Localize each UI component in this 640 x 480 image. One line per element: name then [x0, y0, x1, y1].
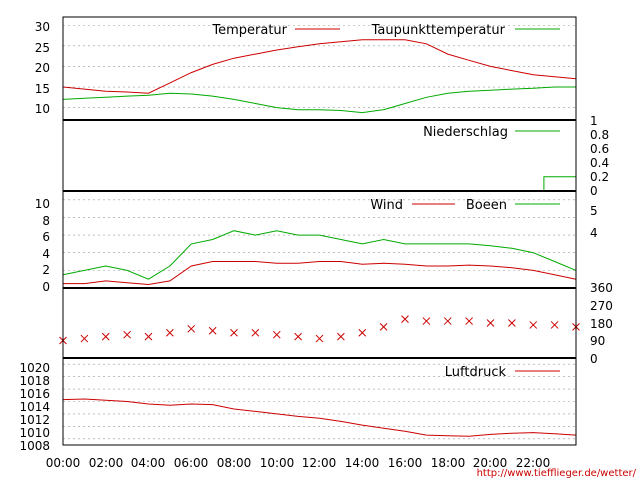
wind-direction-point — [508, 319, 516, 327]
legend-taupunkttemperatur: Taupunkttemperatur — [371, 23, 506, 38]
x-tick-label: 06:00 — [174, 456, 209, 470]
tick-label: 1010 — [19, 426, 50, 440]
tick-label: 1016 — [19, 387, 50, 401]
wind-direction-point — [80, 334, 89, 343]
tick-label: 5 — [590, 204, 598, 218]
x-tick-label: 04:00 — [131, 456, 166, 470]
wind-direction-point — [550, 321, 559, 329]
tick-label: 1014 — [19, 400, 50, 414]
tick-label: 360 — [590, 281, 613, 295]
series-line-temperatur — [62, 39, 577, 94]
wind-direction-point — [443, 317, 452, 325]
wind-direction-point — [144, 332, 153, 341]
legend-boeen: Boeen — [466, 198, 507, 213]
x-tick-label: 10:00 — [260, 456, 295, 470]
pressure-legend: Luftdruck — [445, 365, 560, 380]
wind-direction-point — [101, 332, 110, 341]
legend-wind: Wind — [370, 198, 403, 213]
x-tick-label: 20:00 — [473, 456, 508, 470]
plot-frame — [62, 16, 577, 446]
rain-legend: Niederschlag — [423, 125, 560, 140]
source-url: http://www.tiefflieger.de/wetter/ — [477, 468, 637, 479]
tick-label: 1008 — [19, 439, 50, 453]
tick-label: 6 — [42, 230, 50, 244]
series-line-boeen — [62, 230, 577, 280]
tick-label: 1018 — [19, 374, 50, 388]
tick-label: 8 — [42, 214, 50, 228]
tick-label: 30 — [35, 20, 50, 34]
wind-direction-point — [486, 319, 495, 327]
tick-label: 0.6 — [590, 142, 609, 156]
tick-label: 4 — [590, 226, 598, 240]
wind-direction-point — [272, 330, 281, 339]
tick-label: 180 — [590, 317, 613, 331]
wind-direction-point — [123, 330, 131, 339]
tick-label: 90 — [590, 334, 605, 348]
x-tick-label: 08:00 — [217, 456, 252, 470]
wind-direction-point — [166, 328, 174, 337]
x-tick-label: 02:00 — [89, 456, 124, 470]
legend-niederschlag: Niederschlag — [423, 125, 508, 140]
temperature-legend: Temperatur Taupunkttemperatur — [211, 23, 560, 38]
tick-label: 10 — [35, 102, 50, 116]
x-tick-label: 16:00 — [388, 456, 423, 470]
tick-label: 0 — [42, 280, 50, 294]
wind-y-ticks: 10 8 6 4 2 0 5 4 — [35, 197, 598, 294]
tick-label: 0.2 — [590, 170, 609, 184]
tick-label: 4 — [42, 247, 50, 261]
legend-temperatur: Temperatur — [211, 23, 287, 38]
x-tick-label: 00:00 — [46, 456, 81, 470]
x-tick-label: 12:00 — [302, 456, 337, 470]
wind-direction-point — [315, 334, 324, 343]
tick-label: 0 — [590, 352, 598, 366]
wind-direction-point — [251, 328, 260, 337]
x-tick-label: 22:00 — [516, 456, 551, 470]
tick-label: 10 — [35, 197, 50, 211]
wind-direction-point — [422, 317, 431, 325]
wind-direction-point — [465, 317, 473, 325]
legend-luftdruck: Luftdruck — [445, 365, 507, 380]
wind-direction-point — [337, 332, 345, 341]
tick-label: 1020 — [19, 361, 50, 375]
temperature-y-ticks: 30 25 20 15 10 — [35, 20, 50, 116]
tick-label: 1012 — [19, 413, 50, 427]
wind-direction-point — [294, 332, 302, 341]
wind-direction-point — [187, 324, 196, 333]
wind-legend: Wind Boeen — [370, 198, 560, 213]
wind-direction-point — [358, 328, 367, 337]
tick-label: 0 — [590, 184, 598, 198]
tick-label: 20 — [35, 61, 50, 75]
rain-y-ticks: 1 0.8 0.6 0.4 0.2 0 — [590, 114, 609, 198]
wind-direction-point — [230, 328, 238, 337]
x-tick-label: 14:00 — [345, 456, 380, 470]
wind-direction-point — [379, 323, 388, 331]
tick-label: 25 — [35, 41, 50, 55]
series-line-wind — [63, 261, 577, 286]
x-tick-label: 18:00 — [431, 456, 466, 470]
wind-direction-point — [529, 321, 538, 329]
tick-label: 0.4 — [590, 156, 609, 170]
wind-direction-point — [208, 326, 217, 335]
series-line-luftdruck — [62, 398, 577, 437]
tick-label: 15 — [35, 82, 50, 96]
series-line-taupunkttemperatur — [62, 86, 576, 114]
tick-label: 0.8 — [590, 128, 609, 142]
direction-y-ticks: 360 270 180 90 0 — [590, 281, 613, 366]
wind-direction-point — [401, 315, 409, 323]
x-axis-labels: 00:00 02:00 04:00 06:00 08:00 10:00 12:0… — [46, 456, 551, 470]
series-line-niederschlag — [63, 148, 577, 192]
pressure-y-ticks: 1020 1018 1016 1014 1012 1010 1008 — [19, 361, 50, 453]
tick-label: 270 — [590, 299, 613, 313]
tick-label: 2 — [42, 263, 50, 277]
tick-label: 1 — [590, 114, 598, 128]
